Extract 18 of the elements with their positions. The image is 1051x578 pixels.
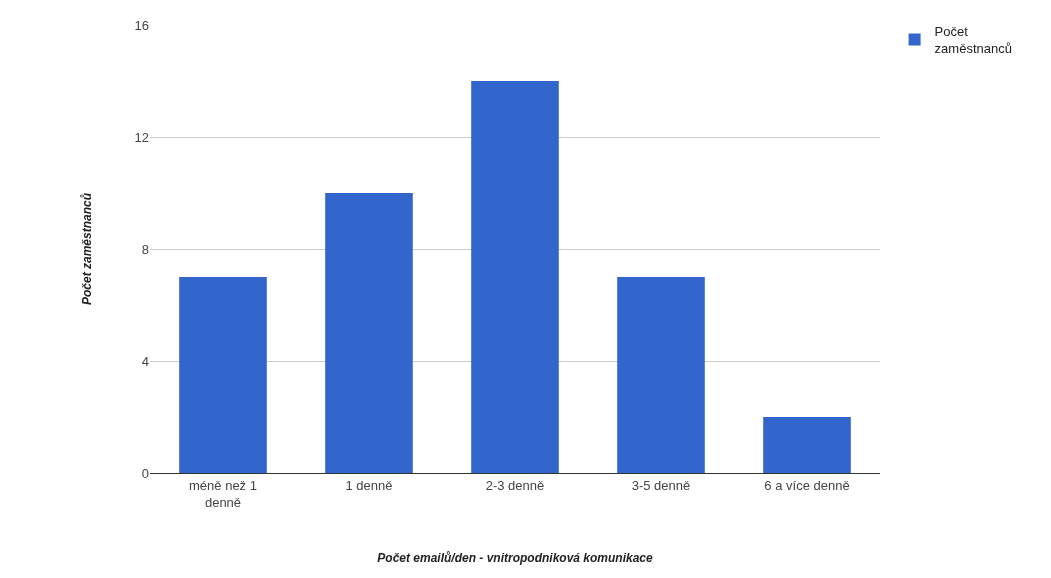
bar — [617, 277, 705, 473]
x-tick-label: 2-3 denně — [485, 477, 545, 493]
bar — [763, 417, 851, 473]
x-tick-label: méně než 1 denně — [189, 477, 257, 510]
bar — [471, 81, 559, 473]
bar — [179, 277, 267, 473]
y-tick-label: 12 — [134, 129, 149, 145]
bar — [325, 193, 413, 473]
y-tick-label: 16 — [134, 17, 149, 33]
x-axis-title: Počet emailů/den - vnitropodniková komunikace — [377, 551, 654, 566]
x-tick-label: 3-5 denně — [631, 477, 691, 493]
y-axis-title: Počet zaměstnanců — [79, 192, 94, 306]
y-tick-label: 8 — [141, 241, 149, 257]
y-tick-label: 0 — [141, 465, 149, 481]
y-tick-label: 4 — [141, 353, 149, 369]
x-tick-label: 1 denně — [345, 477, 393, 493]
legend-label: Počet zaměstnanců — [934, 24, 1012, 56]
x-tick-label: 6 a více denně — [764, 477, 850, 493]
